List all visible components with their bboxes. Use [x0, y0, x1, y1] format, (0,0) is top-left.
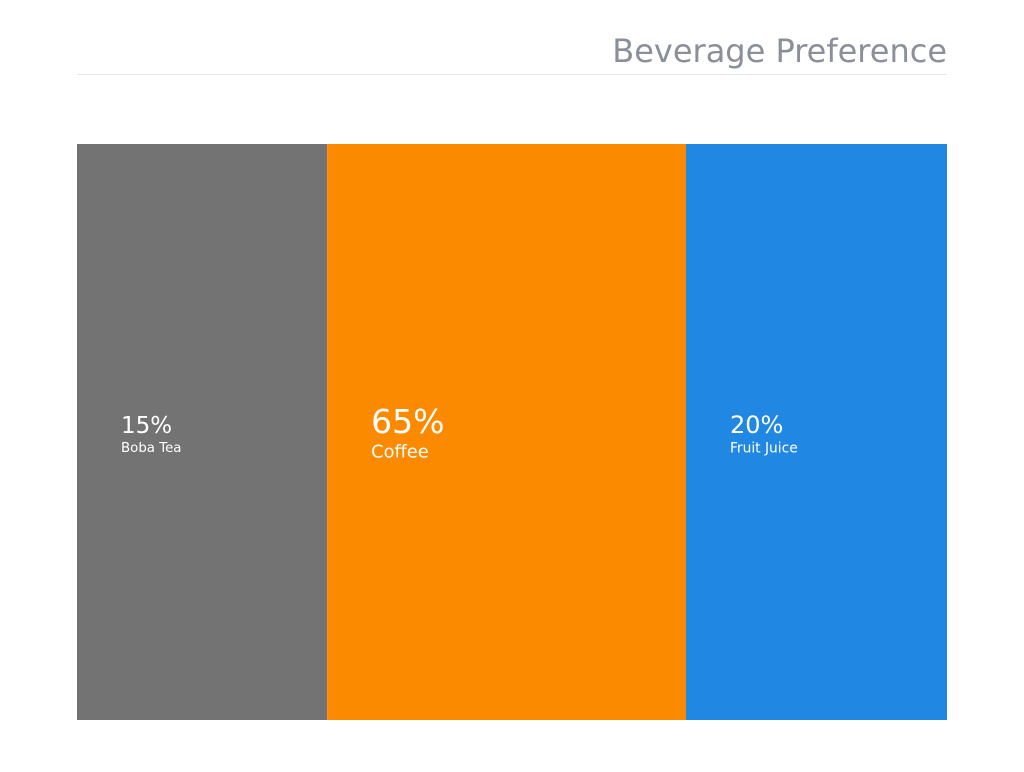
category-label: Boba Tea — [121, 441, 181, 456]
segment — [327, 144, 686, 720]
chart-title: Beverage Preference — [612, 32, 947, 70]
value-label: 20% — [730, 411, 783, 439]
value-label: 65% — [371, 402, 444, 441]
value-label: 15% — [121, 413, 172, 439]
category-label: Fruit Juice — [730, 441, 798, 457]
segment — [686, 144, 947, 720]
category-label: Coffee — [371, 441, 429, 462]
segment — [77, 144, 328, 720]
